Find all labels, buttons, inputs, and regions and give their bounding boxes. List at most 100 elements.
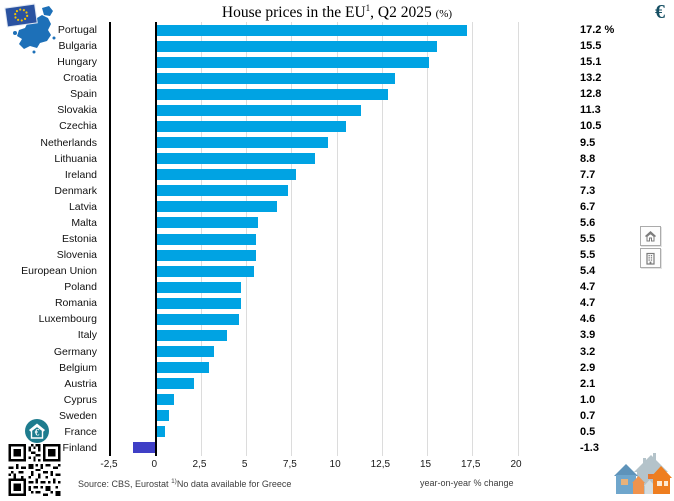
bar	[156, 24, 468, 36]
house-euro-icon: €	[25, 419, 49, 443]
category-label: Poland	[64, 281, 97, 294]
gridline	[517, 22, 519, 456]
houses-illustration	[612, 448, 674, 501]
eu-map-icon	[4, 3, 56, 54]
apartment-view-button[interactable]	[640, 248, 661, 268]
value-label: 6.7	[580, 200, 596, 213]
bar	[132, 442, 157, 454]
bar	[156, 72, 395, 84]
bar	[156, 137, 329, 149]
bar	[156, 281, 242, 293]
value-label: 3.2	[580, 345, 596, 358]
x-tick-label: -2,5	[100, 459, 118, 470]
value-label: 1.0	[580, 393, 596, 406]
value-label: 5.6	[580, 216, 596, 229]
bar	[156, 329, 227, 341]
qr-code	[7, 444, 62, 501]
value-label: 12.8	[580, 88, 602, 101]
page-title: House prices in the EU1, Q2 2025 (%)	[221, 3, 453, 22]
category-label: Portugal	[57, 24, 97, 37]
bar	[156, 169, 296, 181]
value-label: 7.3	[580, 184, 596, 197]
category-label: Germany	[53, 345, 97, 358]
value-label: 10.5	[580, 120, 602, 133]
x-axis-tick-labels: -2,5 0 2,5 5 7,5 10 12,5 15 17,5 20	[100, 459, 521, 472]
footnote-marker: 1)	[171, 478, 177, 485]
gridline	[291, 22, 293, 456]
bar	[156, 56, 430, 68]
source-text: Source: CBS, Eurostat 1)No data availabl…	[78, 478, 292, 489]
bar	[156, 313, 240, 325]
category-labels-column: Portugal Bulgaria Hungary Croatia Spain Slova…	[0, 22, 103, 456]
category-label: Croatia	[63, 72, 97, 85]
category-label: Denmark	[54, 184, 97, 197]
category-label: European Union	[21, 265, 97, 278]
value-label: 5.5	[580, 249, 596, 262]
gridline	[381, 22, 383, 456]
x-tick-label: 17,5	[461, 459, 481, 470]
value-label: 15.1	[580, 56, 602, 69]
value-label: 0.7	[580, 409, 596, 422]
eu-map-logo	[4, 2, 60, 56]
value-label: 4.7	[580, 281, 596, 294]
gridline	[336, 22, 338, 456]
value-label: -1.3	[580, 441, 599, 454]
houses-icon	[614, 453, 672, 494]
house-icon	[645, 230, 656, 241]
x-axis-caption: year-on-year % change	[420, 478, 514, 488]
category-label: Spain	[70, 88, 97, 101]
value-label: 4.7	[580, 297, 596, 310]
category-label: Cyprus	[63, 393, 97, 406]
gridline	[472, 22, 474, 456]
euro-symbol-icon: €	[655, 1, 665, 23]
bar	[156, 233, 256, 245]
bar	[156, 297, 242, 309]
bar	[156, 88, 388, 100]
gridline	[427, 22, 429, 456]
x-tick-label: 2,5	[192, 459, 207, 470]
chart-toggle-buttons	[640, 226, 662, 270]
bar	[156, 104, 361, 116]
value-label: 9.5	[580, 136, 596, 149]
svg-text:€: €	[35, 428, 40, 438]
category-label: Bulgaria	[58, 40, 97, 53]
category-label: Italy	[77, 329, 97, 342]
x-tick-label: 15	[419, 459, 432, 470]
bar	[156, 120, 347, 132]
value-label: 11.3	[580, 104, 601, 117]
house-euro-badge: €	[24, 418, 50, 449]
bar	[156, 362, 209, 374]
building-icon	[646, 252, 655, 265]
house-prices-view-button[interactable]	[640, 226, 661, 246]
bar-plot-area	[109, 22, 519, 456]
category-label: Czechia	[59, 120, 97, 133]
bar	[156, 153, 316, 165]
category-label: Slovakia	[57, 104, 97, 117]
title-unit: (%)	[435, 8, 453, 21]
x-tick-label: 0	[151, 459, 157, 470]
category-label: Lithuania	[54, 152, 97, 165]
value-label: 15.5	[580, 40, 602, 53]
value-label: 5.5	[580, 232, 596, 245]
x-tick-label: 5	[241, 459, 248, 470]
category-label: Romania	[54, 297, 97, 310]
bar	[156, 217, 258, 229]
bar	[156, 249, 256, 261]
bar	[156, 185, 289, 197]
bar	[156, 426, 166, 438]
category-label: France	[64, 425, 97, 438]
title-footnote-marker: 1	[365, 3, 371, 13]
category-label: Austria	[64, 377, 97, 390]
category-label: Hungary	[57, 56, 97, 69]
value-label: 13.2	[580, 72, 602, 85]
x-tick-label: 20	[510, 459, 522, 470]
bar	[156, 346, 215, 358]
category-label: Ireland	[64, 168, 97, 181]
value-label: 4.6	[580, 313, 596, 326]
value-label: 5.4	[580, 265, 596, 278]
bar	[156, 378, 195, 390]
value-label: 0.5	[580, 425, 596, 438]
bar	[156, 201, 278, 213]
category-label: Luxembourg	[38, 313, 97, 326]
category-label: Malta	[71, 216, 97, 229]
